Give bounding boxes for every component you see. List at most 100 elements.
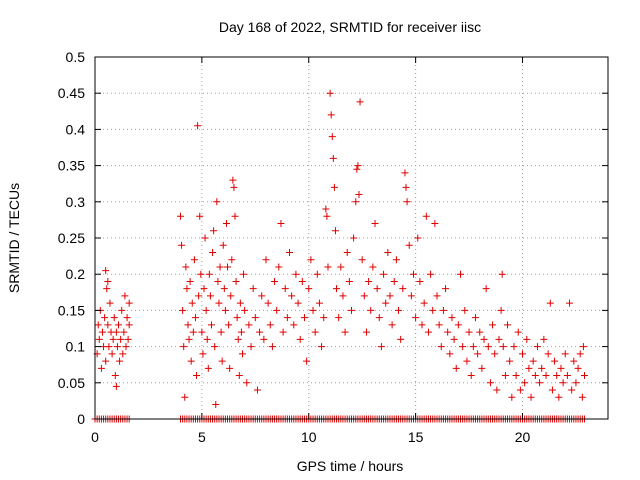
data-point <box>498 270 506 278</box>
data-point <box>439 306 447 314</box>
data-point <box>326 89 334 97</box>
data-point <box>331 227 339 235</box>
data-point <box>418 321 426 329</box>
data-point <box>309 306 317 314</box>
data-point <box>318 343 326 351</box>
data-point <box>402 183 410 191</box>
y-tick-label: 0.3 <box>66 194 86 210</box>
data-point <box>533 343 541 351</box>
data-point <box>236 299 244 307</box>
y-tick-label: 0.1 <box>66 339 86 355</box>
data-point <box>251 314 259 322</box>
data-point <box>536 379 544 387</box>
data-point <box>290 321 298 329</box>
data-point <box>540 335 548 343</box>
data-point <box>414 234 422 242</box>
data-point <box>275 263 283 271</box>
data-point <box>98 328 106 336</box>
data-point <box>241 306 249 314</box>
data-point <box>215 299 223 307</box>
data-point <box>227 292 235 300</box>
data-point <box>199 350 207 358</box>
data-point <box>112 382 120 390</box>
data-point <box>555 393 563 401</box>
data-point <box>118 306 126 314</box>
data-point <box>201 234 209 242</box>
x-tick-label: 15 <box>408 429 424 445</box>
data-point <box>200 285 208 293</box>
data-point <box>245 321 253 329</box>
data-point <box>333 285 341 293</box>
data-point <box>416 277 424 285</box>
data-point <box>327 111 335 119</box>
data-point <box>493 386 501 394</box>
data-point <box>229 176 237 184</box>
data-point <box>231 212 239 220</box>
data-point <box>499 343 507 351</box>
data-points <box>91 89 588 423</box>
data-point <box>446 350 454 358</box>
data-point <box>281 285 289 293</box>
data-point <box>514 328 522 336</box>
data-point <box>409 270 417 278</box>
data-point <box>256 328 264 336</box>
y-axis-label: SRMTID / TECUs <box>6 183 22 293</box>
data-point <box>330 183 338 191</box>
data-point <box>294 299 302 307</box>
data-point <box>465 328 473 336</box>
data-point <box>544 350 552 358</box>
data-point <box>253 386 261 394</box>
data-point <box>345 277 353 285</box>
data-point <box>219 241 227 249</box>
data-point <box>95 335 103 343</box>
data-point <box>362 328 370 336</box>
x-tick-label: 20 <box>515 429 531 445</box>
data-point <box>390 277 398 285</box>
data-point <box>478 364 486 372</box>
data-point <box>196 212 204 220</box>
data-point <box>218 357 226 365</box>
data-point <box>180 343 188 351</box>
data-point <box>298 277 306 285</box>
data-point <box>471 314 479 322</box>
data-point <box>109 335 117 343</box>
data-point <box>117 335 125 343</box>
data-point <box>203 335 211 343</box>
data-point <box>384 248 392 256</box>
data-point <box>268 343 276 351</box>
data-point <box>512 372 520 380</box>
data-point <box>104 321 112 329</box>
data-point <box>570 357 578 365</box>
data-point <box>329 154 337 162</box>
data-point <box>525 364 533 372</box>
data-point <box>542 372 550 380</box>
data-point <box>335 314 343 322</box>
data-point <box>125 299 133 307</box>
data-point <box>111 372 119 380</box>
data-point <box>538 364 546 372</box>
data-point <box>353 165 361 173</box>
data-point <box>322 205 330 213</box>
data-point <box>235 372 243 380</box>
data-point <box>343 248 351 256</box>
data-point <box>519 350 526 358</box>
data-point <box>222 220 230 228</box>
data-point <box>283 314 291 322</box>
data-point <box>311 328 319 336</box>
data-point <box>183 285 191 293</box>
data-point <box>516 386 524 394</box>
data-point <box>220 285 228 293</box>
data-point <box>452 364 460 372</box>
data-point <box>579 343 587 351</box>
data-point <box>572 379 580 387</box>
data-point <box>115 321 123 329</box>
data-point <box>454 321 462 329</box>
data-point <box>395 306 403 314</box>
data-point <box>112 328 120 336</box>
data-point <box>315 299 323 307</box>
data-point <box>102 357 110 365</box>
data-point <box>209 248 217 256</box>
data-point <box>238 350 246 358</box>
data-point <box>469 343 477 351</box>
data-point <box>375 314 383 322</box>
